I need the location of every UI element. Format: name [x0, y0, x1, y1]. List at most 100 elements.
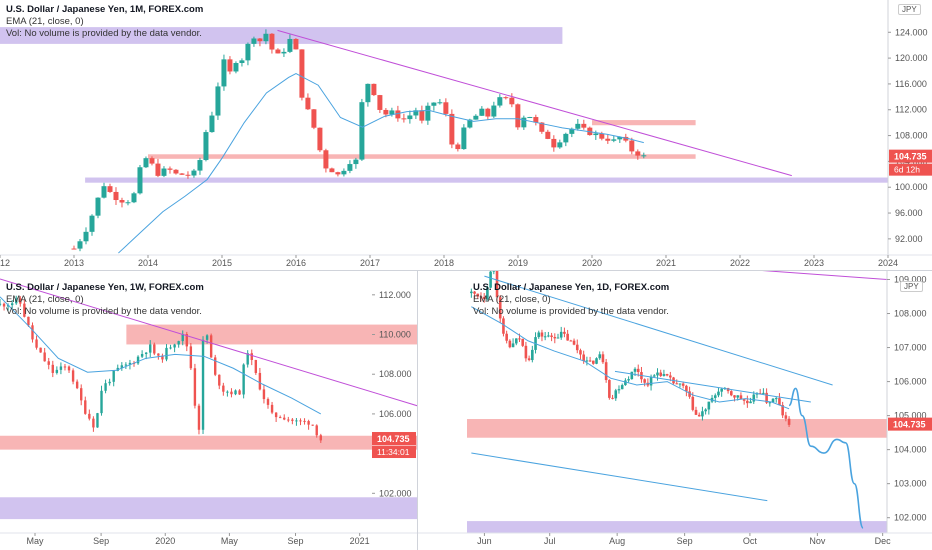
candle-down	[575, 344, 579, 351]
candle-down	[601, 354, 605, 363]
ema-legend[interactable]: EMA (21, close, 0)	[6, 16, 84, 27]
volume-legend[interactable]: Vol: No volume is provided by the data v…	[6, 28, 202, 39]
time-tick-label: 2021	[350, 536, 370, 546]
candle-down	[167, 168, 173, 170]
candle-down	[275, 49, 281, 54]
chart-title: U.S. Dollar / Japanese Yen, 1D, FOREX.co…	[473, 282, 670, 293]
candle-up	[617, 136, 623, 140]
ema-legend[interactable]: EMA (21, close, 0)	[6, 294, 84, 305]
candle-up	[359, 102, 365, 160]
candle-up	[125, 202, 131, 204]
countdown-tag	[889, 163, 932, 176]
candle-down	[503, 97, 509, 99]
candle-down	[311, 109, 317, 128]
candle-down	[23, 303, 26, 317]
volume-legend[interactable]: Vol: No volume is provided by the data v…	[473, 306, 669, 317]
candle-down	[287, 419, 290, 421]
candle-down	[563, 331, 566, 334]
candle-down	[153, 344, 156, 354]
last-price-label: 104.735	[377, 434, 410, 444]
candle-up	[486, 287, 489, 300]
candle-up	[514, 338, 518, 344]
candle-up	[0, 303, 2, 305]
candle-up	[569, 128, 575, 134]
price-tick-label: 109.000	[894, 275, 927, 285]
support-zone	[0, 497, 417, 520]
candle-up	[104, 383, 107, 391]
time-tick-label: 2015	[212, 258, 232, 268]
chart-title: U.S. Dollar / Japanese Yen, 1M, FOREX.co…	[6, 4, 204, 15]
candle-down	[524, 345, 528, 359]
candle-up	[611, 139, 617, 141]
candle-down	[688, 391, 691, 397]
weekly-chart-svg[interactable]: 102.000104.000106.000108.000110.000112.0…	[0, 271, 417, 550]
candle-up	[492, 271, 496, 272]
candle-up	[652, 375, 656, 377]
candle-up	[662, 374, 666, 376]
candle-down	[508, 340, 512, 348]
candle-up	[365, 83, 371, 103]
monthly-chart-header: U.S. Dollar / Japanese Yen, 1M, FOREX.co…	[6, 4, 203, 40]
candle-down	[185, 174, 191, 176]
candle-down	[185, 334, 188, 347]
candle-down	[509, 97, 515, 105]
price-tick-label: 105.000	[894, 411, 927, 421]
candle-up	[511, 343, 515, 348]
chart-title: U.S. Dollar / Japanese Yen, 1W, FOREX.co…	[6, 282, 204, 293]
last-price-label: 104.735	[893, 420, 926, 430]
time-tick-label: May	[221, 536, 239, 546]
candle-up	[100, 390, 103, 414]
ema-legend[interactable]: EMA (21, close, 0)	[473, 294, 551, 305]
candle-up	[624, 380, 627, 386]
chart-panel-weekly[interactable]: 102.000104.000106.000108.000110.000112.0…	[0, 271, 417, 550]
daily-chart-svg[interactable]: 102.000 103.000 104.000 105.000 106.000 107.0…	[418, 271, 932, 550]
chart-panel-monthly[interactable]: 92.00096.000100.000104.000108.000112.000…	[0, 0, 932, 270]
candle-up	[149, 344, 152, 353]
candle-up	[143, 158, 149, 168]
candle-up	[246, 353, 249, 365]
candle-down	[254, 359, 258, 373]
price-tick-label: 108.000	[895, 131, 928, 141]
candle-up	[347, 164, 353, 171]
candle-up	[633, 368, 637, 372]
currency-label[interactable]: JPY	[900, 281, 923, 292]
trendline	[277, 29, 792, 177]
candle-down	[533, 117, 539, 123]
chart-panel-daily[interactable]: 102.000 103.000 104.000 105.000 106.000 107.0…	[418, 271, 932, 550]
zone-layer	[0, 324, 417, 520]
candle-down	[545, 131, 551, 139]
currency-label[interactable]: JPY	[898, 4, 921, 15]
candle-down	[227, 59, 233, 72]
monthly-chart-svg[interactable]: 92.00096.000100.000104.000108.000112.000…	[0, 0, 932, 270]
candle-down	[2, 303, 6, 307]
time-tick-label: Sep	[288, 536, 304, 546]
candle-down	[551, 138, 557, 148]
volume-legend[interactable]: Vol: No volume is provided by the data v…	[6, 306, 202, 317]
time-tick-label: 2016	[286, 258, 306, 268]
candle-up	[559, 331, 563, 338]
countdown-label: 6d 12h	[894, 165, 920, 175]
candle-down	[485, 108, 491, 117]
trendline	[762, 271, 888, 281]
candle-down	[694, 409, 698, 415]
candle-up	[656, 372, 659, 376]
last-price-tag	[889, 149, 932, 163]
candle-up	[144, 352, 148, 355]
candle-up	[431, 102, 437, 106]
candle-up	[181, 334, 184, 342]
candle-down	[270, 404, 274, 413]
price-tick-label: 104.000	[894, 445, 927, 455]
candle-up	[537, 332, 541, 338]
candle-up	[771, 398, 775, 403]
candle-up	[527, 117, 533, 119]
candle-down	[67, 366, 71, 371]
candle-up	[752, 394, 756, 402]
candle-down	[449, 113, 455, 145]
time-tick-label: 2013	[64, 258, 84, 268]
candle-up	[226, 391, 229, 393]
candle-up	[491, 105, 497, 117]
candle-down	[92, 418, 95, 428]
candle-up	[649, 376, 653, 386]
candle-down	[604, 362, 608, 381]
price-axis: 102.000104.000106.000108.000110.000112.0…	[372, 290, 416, 498]
